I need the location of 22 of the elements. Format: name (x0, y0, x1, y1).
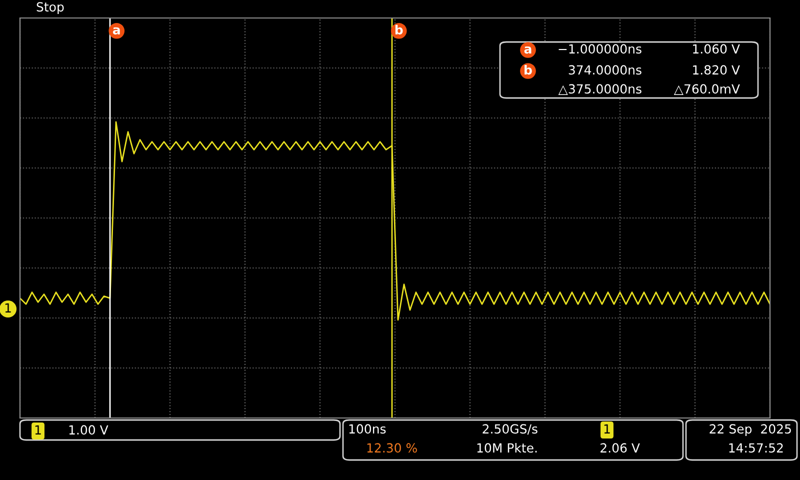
text: −1.000000ns (558, 44, 642, 54)
text: 1.820 V (693, 65, 740, 75)
text: b (524, 64, 532, 75)
text: 1 (604, 424, 610, 434)
text: △760.0mV (674, 84, 740, 95)
text: 1 (35, 425, 41, 434)
text: 14:57:52 (729, 443, 783, 453)
text: 10M Pkte. (477, 442, 537, 453)
text: b (395, 24, 403, 34)
text: 22 Sep 2025 (710, 424, 791, 436)
text: a (524, 46, 532, 54)
text: 12.30 % (367, 443, 417, 453)
text: 374.0000ns (568, 65, 642, 75)
text: 2.06 V (600, 443, 640, 453)
text: a (112, 27, 120, 34)
text: Stop (36, 2, 64, 14)
text: 1.00 V (69, 425, 108, 435)
text: △375.0000ns (558, 84, 642, 95)
text: 100ns (349, 424, 386, 434)
text: 1.060 V (693, 44, 740, 54)
text: 2.50GS/s (482, 424, 538, 435)
text: 1 (5, 303, 11, 312)
